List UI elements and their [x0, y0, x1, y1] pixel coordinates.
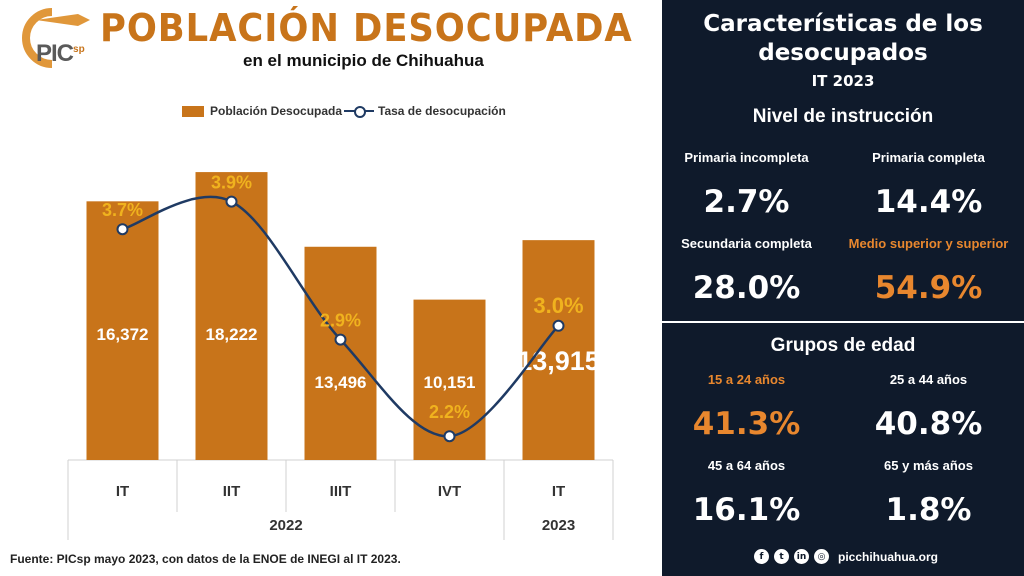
stat-primaria-completa: Primaria completa 14.4%	[846, 150, 1011, 220]
stat-label: 25 a 44 años	[889, 372, 968, 387]
age-heading: Grupos de edad	[770, 335, 916, 356]
panel-divider	[662, 321, 1024, 323]
stat-value: 1.8%	[885, 492, 972, 528]
right-panel: Características de los desocupados IT 20…	[662, 0, 1024, 576]
social-links: f t in ◎ picchihuahua.org	[754, 549, 938, 564]
panel-title-line2: desocupados	[758, 40, 928, 66]
twitter-icon[interactable]: t	[774, 549, 789, 564]
stat-45-64: 45 a 64 años 16.1%	[664, 458, 829, 528]
stat-label: 15 a 24 años	[707, 372, 786, 387]
year-label: 2023	[542, 517, 575, 534]
rate-point	[552, 319, 565, 332]
panel-title-line1: Características de los	[703, 11, 983, 37]
web-icon[interactable]: ◎	[814, 549, 829, 564]
picsp-logo	[22, 8, 90, 68]
website-link[interactable]: picchihuahua.org	[838, 549, 939, 564]
rate-labels: 3.7% 3.9% 2.9% 2.2% 3.0%	[102, 173, 584, 422]
stat-label: 65 y más años	[884, 458, 973, 473]
stat-medio-superior: Medio superior y superior 54.9%	[846, 236, 1011, 306]
rate-value-label: 2.9%	[320, 311, 361, 331]
stat-65-plus: 65 y más años 1.8%	[846, 458, 1011, 528]
bar	[86, 201, 159, 461]
category-labels: IT IIT IIIT IVT IT 2022 2023	[116, 483, 575, 534]
category-label: IT	[116, 483, 129, 500]
stat-label: Primaria completa	[872, 150, 985, 165]
stat-value: 14.4%	[874, 184, 983, 220]
facebook-icon[interactable]: f	[754, 549, 769, 564]
left-panel: PICsp POBLACIÓN DESOCUPADA en el municip…	[10, 6, 633, 566]
category-label: IVT	[438, 483, 461, 500]
bar-series	[86, 172, 595, 461]
source-note: Fuente: PICsp mayo 2023, con datos de la…	[10, 552, 401, 566]
x-axis	[67, 459, 614, 540]
category-label: IIT	[223, 483, 241, 500]
bar	[304, 246, 377, 460]
stat-value: 28.0%	[692, 270, 801, 306]
linkedin-icon[interactable]: in	[794, 549, 809, 564]
rate-value-label: 3.9%	[211, 173, 252, 193]
page-title: POBLACIÓN DESOCUPADA	[100, 6, 633, 50]
rate-points	[116, 195, 565, 443]
bar-value-label: 16,372	[97, 325, 149, 344]
stat-label: 45 a 64 años	[707, 458, 786, 473]
stat-secundaria-completa: Secundaria completa 28.0%	[664, 236, 829, 306]
legend-bar-swatch	[182, 105, 204, 117]
stat-15-24: 15 a 24 años 41.3%	[664, 372, 829, 442]
panel-period: IT 2023	[811, 72, 875, 90]
rate-point	[116, 223, 129, 236]
bar-value-label: 18,222	[206, 325, 258, 344]
stat-value: 16.1%	[692, 492, 801, 528]
page-subtitle: en el municipio de Chihuahua	[243, 51, 484, 70]
panel-title: Características de los desocupados	[662, 10, 1024, 68]
rate-value-label: 3.0%	[533, 293, 583, 318]
legend-line-swatch	[344, 105, 374, 118]
stat-25-44: 25 a 44 años 40.8%	[846, 372, 1011, 442]
legend-line-label: Tasa de desocupación	[378, 104, 506, 118]
bar	[195, 172, 268, 460]
rate-point	[225, 195, 238, 208]
bar-value-label: 13,496	[315, 373, 367, 392]
category-label: IIIT	[330, 483, 352, 500]
stat-value: 54.9%	[874, 270, 983, 306]
legend-item-line: Tasa de desocupación	[344, 104, 506, 118]
rate-value-label: 3.7%	[102, 200, 143, 220]
stat-value: 2.7%	[703, 184, 790, 220]
category-label: IT	[552, 483, 565, 500]
rate-value-label: 2.2%	[429, 402, 470, 422]
stat-value: 41.3%	[692, 406, 801, 442]
bar	[522, 240, 595, 460]
legend-item-bars: Población Desocupada	[182, 104, 342, 118]
stat-value: 40.8%	[874, 406, 983, 442]
rate-point	[443, 430, 456, 443]
rate-point	[334, 333, 347, 346]
legend-bars-label: Población Desocupada	[210, 104, 343, 118]
stat-label: Secundaria completa	[681, 236, 812, 251]
stat-label: Primaria incompleta	[684, 150, 809, 165]
bar-value-label: 10,151	[424, 373, 476, 392]
stat-label: Medio superior y superior	[848, 236, 1009, 251]
logo-wordmark: PICsp	[36, 40, 85, 67]
year-label: 2022	[269, 517, 302, 534]
stat-primaria-incompleta: Primaria incompleta 2.7%	[664, 150, 829, 220]
education-heading: Nivel de instrucción	[752, 106, 934, 127]
